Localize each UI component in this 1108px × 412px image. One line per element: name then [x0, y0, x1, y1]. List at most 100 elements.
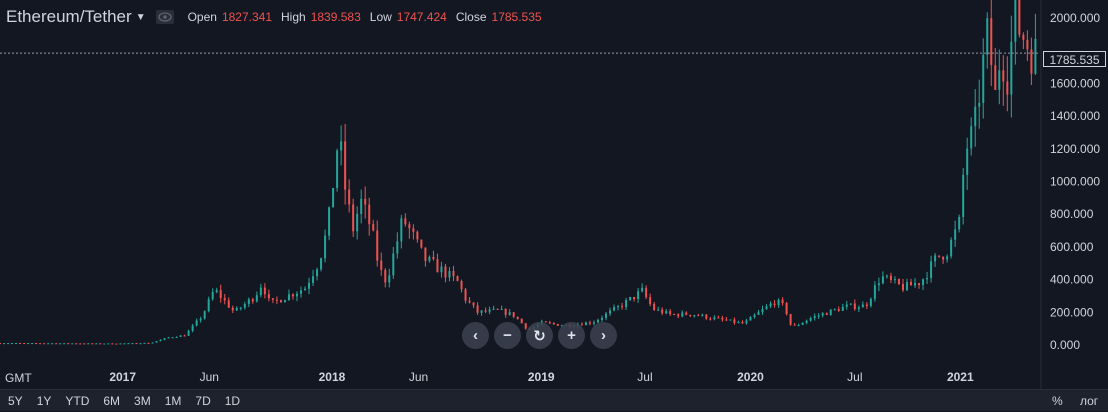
candle-body: [51, 343, 54, 345]
candle-body: [27, 343, 30, 345]
candle-body: [139, 343, 142, 345]
candle-body: [283, 300, 286, 303]
timezone-label[interactable]: GMT: [5, 371, 32, 385]
candle-body: [970, 126, 973, 149]
candle-body: [745, 320, 748, 324]
candle-body: [287, 294, 290, 301]
range-1d-button[interactable]: 1D: [224, 394, 241, 408]
candle-body: [191, 325, 194, 331]
range-1m-button[interactable]: 1M: [164, 394, 182, 408]
candle-body: [115, 343, 118, 345]
y-tick-label: 1200.000: [1050, 142, 1100, 156]
ohlc-readout: Open 1827.341 High 1839.583 Low 1747.424…: [188, 10, 551, 24]
candle-body: [99, 343, 102, 345]
range-3m-button[interactable]: 3M: [134, 394, 151, 408]
candle-body: [295, 293, 298, 297]
range-5y-button[interactable]: 5Y: [8, 394, 23, 408]
candle-body: [263, 287, 266, 295]
symbol-title[interactable]: Ethereum/Tether: [6, 7, 132, 26]
candle-body: [428, 256, 431, 261]
candle-body: [340, 141, 343, 151]
candle-body: [617, 306, 620, 308]
candle-body: [1026, 39, 1029, 50]
candle-body: [986, 18, 989, 55]
candle-body: [1014, 0, 1017, 42]
candle-body: [958, 216, 961, 230]
candle-body: [440, 266, 443, 273]
candle-body: [512, 312, 515, 317]
candle-body: [753, 314, 756, 317]
x-tick-label: 2020: [737, 370, 764, 384]
reset-chart-button[interactable]: ↻: [526, 322, 553, 349]
candle-body: [625, 300, 628, 308]
candle-body: [504, 309, 507, 315]
chevron-down-icon[interactable]: ▼: [135, 11, 146, 23]
candle-body: [962, 174, 965, 217]
candle-body: [773, 303, 776, 305]
candle-body: [400, 218, 403, 242]
candle-body: [645, 287, 648, 298]
candle-body: [324, 235, 327, 259]
candle-body: [861, 304, 864, 308]
zoom-in-button[interactable]: +: [558, 322, 585, 349]
candle-body: [408, 224, 411, 229]
candle-body: [275, 299, 278, 301]
candle-body: [480, 310, 483, 313]
candle-body: [432, 256, 435, 260]
candle-body: [592, 322, 595, 324]
candle-body: [163, 338, 166, 340]
x-tick-label: Jun: [409, 370, 428, 384]
candle-body: [39, 343, 42, 345]
candle-body: [271, 298, 274, 300]
candle-body: [994, 65, 997, 90]
candle-body: [813, 316, 816, 319]
candle-body: [729, 319, 732, 321]
range-7d-button[interactable]: 7D: [195, 394, 211, 408]
scroll-right-button[interactable]: ›: [590, 322, 617, 349]
candle-body: [299, 290, 302, 294]
candle-body: [974, 106, 977, 127]
candle-body: [320, 258, 323, 270]
candle-body: [665, 311, 668, 314]
candle-body: [259, 287, 262, 296]
candle-body: [63, 343, 66, 345]
zoom-out-button[interactable]: −: [494, 322, 521, 349]
candle-body: [914, 283, 917, 286]
candle-body: [171, 337, 174, 339]
candle-body: [552, 323, 555, 325]
candle-body: [857, 307, 860, 310]
range-1y-button[interactable]: 1Y: [36, 394, 52, 408]
candle-body: [71, 343, 74, 345]
candle-body: [905, 282, 908, 291]
candle-body: [966, 148, 969, 175]
candle-body: [183, 335, 186, 337]
candle-body: [885, 275, 888, 277]
range-ytd-button[interactable]: YTD: [65, 394, 90, 408]
price-chart[interactable]: 0.000 200.000 400.000 600.000 800.000 1000.00…: [0, 0, 1108, 389]
candle-body: [484, 310, 487, 312]
candle-body: [777, 299, 780, 305]
close-label: Close: [455, 10, 487, 24]
candle-body: [344, 141, 347, 190]
candle-body: [199, 318, 202, 321]
y-tick-label: 0.000: [1050, 338, 1080, 352]
candle-body: [23, 343, 26, 345]
candle-body: [520, 318, 523, 324]
low-label: Low: [369, 10, 392, 24]
candle-body: [938, 255, 941, 257]
candle-body: [360, 198, 363, 214]
percent-scale-button[interactable]: %: [1052, 394, 1063, 408]
eye-icon[interactable]: [155, 10, 174, 24]
high-value: 1839.583: [310, 10, 361, 24]
open-value: 1827.341: [221, 10, 273, 24]
candle-body: [849, 303, 852, 305]
candle-body: [749, 316, 752, 321]
range-6m-button[interactable]: 6M: [103, 394, 121, 408]
candle-body: [456, 276, 459, 282]
candle-body: [103, 343, 106, 345]
candle-body: [741, 322, 744, 324]
log-scale-button[interactable]: лог: [1080, 394, 1099, 408]
candle-body: [424, 247, 427, 261]
candle-body: [853, 303, 856, 310]
scroll-left-button[interactable]: ‹: [462, 322, 489, 349]
